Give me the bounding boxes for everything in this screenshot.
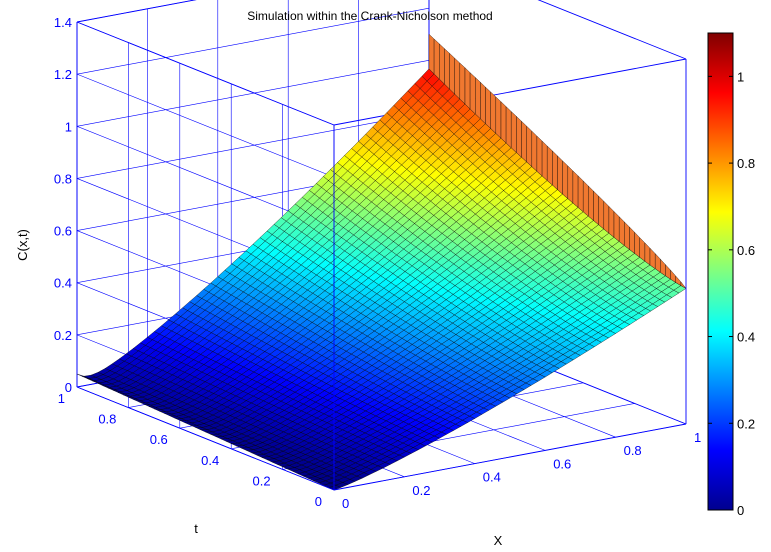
grid-z-back-6 [76, 7, 430, 75]
colorbar-tick-label: 0 [737, 503, 744, 518]
surface-boundary-patch [557, 155, 563, 195]
x-tick-label: 1 [694, 430, 701, 445]
t-tick-label: 1 [58, 391, 65, 406]
surface-boundary-patch [485, 86, 491, 129]
surface-boundary-patch [624, 221, 630, 250]
colorbar-tick-label: 1 [737, 69, 744, 84]
x-tick-label: 0.4 [483, 470, 501, 485]
surface-boundary-patch [593, 190, 599, 226]
z-axis-label: C(x,t) [15, 229, 30, 261]
surface-boundary-patch [490, 91, 496, 134]
surface-boundary-patch [526, 125, 532, 167]
grid-z-left-6 [76, 73, 335, 178]
surface-boundary-patch [583, 180, 589, 217]
grid-z-back-5 [76, 59, 430, 127]
surface-boundary-patch [454, 57, 460, 100]
z-tick-label: 0 [65, 380, 72, 395]
surface-boundary-patch [449, 52, 455, 95]
colorbar-gradient [707, 32, 734, 511]
surface-boundary-patch [511, 111, 517, 153]
surface-boundary-patch [608, 205, 615, 238]
t-tick-label: 0.2 [253, 473, 271, 488]
surface-boundary-patch [552, 150, 558, 190]
chart-title: Simulation within the Crank-Nicholson me… [247, 9, 492, 23]
y-axis-label: t [194, 521, 198, 536]
axes-box-front [76, 59, 687, 491]
surface-boundary-patch [629, 226, 635, 254]
surface-boundary-patch [475, 77, 481, 120]
surface-boundary-patch [644, 242, 651, 266]
z-tick-label: 1.2 [54, 67, 72, 82]
surface-boundary-patch [649, 247, 656, 270]
colorbar-tick-label: 0.8 [737, 156, 755, 171]
colorbar-tick-label: 0.4 [737, 330, 755, 345]
grid-z-back-4 [76, 112, 430, 179]
x-tick-label: 0.2 [412, 483, 430, 498]
surface-boundary-patch [603, 200, 610, 234]
surface-boundary-patch [428, 33, 435, 75]
z-tick-label: 0.8 [54, 171, 72, 186]
surface-boundary-patch [439, 43, 445, 85]
surface-boundary-patch [521, 120, 527, 163]
x-tick-label: 0.8 [624, 443, 642, 458]
axis-ticks: 00.20.40.60.811.21.400.20.40.60.8100.20.… [54, 15, 701, 511]
colorbar-tick-label: 0.6 [737, 243, 755, 258]
surface-boundary-patch [480, 81, 486, 125]
surface-boundary-patch [516, 115, 522, 158]
surface-boundary-patch [619, 216, 625, 246]
surface-boundary-patch [541, 140, 548, 181]
surface-boundary-patch [613, 211, 620, 242]
surface-mesh [76, 33, 687, 491]
surface-boundary-patch [469, 72, 476, 115]
t-tick-label: 0.4 [201, 453, 219, 468]
x-tick-label: 0.6 [553, 456, 571, 471]
surface-boundary-patch [536, 135, 543, 177]
z-tick-label: 1 [65, 119, 72, 134]
box-edge-front-t [76, 386, 335, 491]
surface-boundary-patch [562, 160, 568, 199]
surface-boundary-patch [495, 96, 502, 139]
surface-boundary-patch [680, 281, 687, 289]
x-tick-label: 0 [342, 496, 349, 511]
surface-boundary-patch [567, 165, 574, 204]
t-tick-label: 0 [315, 494, 322, 509]
t-tick-label: 0.6 [150, 432, 168, 447]
surface-boundary-patch [433, 38, 440, 80]
surface-boundary-patch [459, 62, 466, 105]
surface-boundary-patch [505, 106, 512, 149]
z-tick-label: 1.4 [54, 15, 72, 30]
colorbar: 0 0.2 0.4 0.6 0.8 1 [707, 32, 755, 518]
surface-boundary-patch [598, 195, 604, 230]
grid-z-left-7 [76, 21, 335, 126]
surface-boundary-patch [634, 231, 640, 258]
grid-z-back-7 [76, 0, 196, 23]
surface-boundary-patch [639, 237, 646, 262]
box-edge-top-right [537, 0, 687, 60]
surface-boundary-patch [464, 67, 471, 110]
x-axis-label: X [494, 533, 503, 548]
z-tick-label: 0.2 [54, 328, 72, 343]
z-tick-label: 0.6 [54, 224, 72, 239]
surface-boundary-patch [547, 145, 553, 186]
colorbar-tick-label: 0.2 [737, 416, 755, 431]
surface-boundary-patch [588, 185, 594, 221]
box-edge-front-x [333, 423, 687, 491]
surface-boundary-patch [444, 48, 450, 90]
surface-boundary-patch [577, 175, 584, 213]
surface-boundary-patch [531, 130, 538, 172]
z-tick-label: 0.4 [54, 276, 72, 291]
surface-boundary-patch [572, 170, 579, 208]
surface-boundary-patch [500, 101, 507, 144]
t-tick-label: 0.8 [98, 412, 116, 427]
